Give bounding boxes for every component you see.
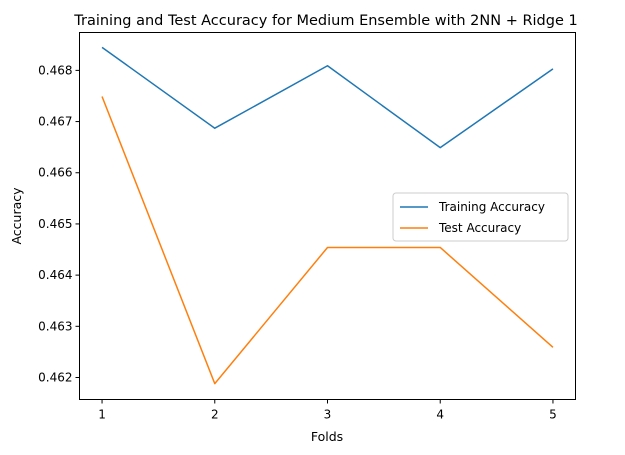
x-tick-label: 3 (324, 408, 332, 422)
y-axis-title: Accuracy (9, 187, 24, 245)
x-tick-label: 4 (436, 408, 444, 422)
x-tick-label: 2 (211, 408, 219, 422)
x-tick-label: 1 (98, 408, 106, 422)
legend-label: Test Accuracy (438, 221, 521, 235)
legend-items: Training Accuracy Test Accuracy (400, 200, 545, 235)
series-line-training-accuracy (101, 46, 554, 149)
x-tick-label: 5 (549, 408, 557, 422)
legend-label: Training Accuracy (438, 200, 545, 214)
series-layer (101, 46, 554, 385)
chart-title: Training and Test Accuracy for Medium En… (73, 13, 577, 29)
y-tick-label: 0.462 (38, 370, 72, 384)
y-tick-label: 0.468 (38, 63, 72, 77)
x-axis: 1 2 3 4 5 (98, 399, 557, 422)
y-axis: 0.462 0.463 0.464 0.465 0.466 0.467 0.468 (38, 63, 80, 384)
legend: Training Accuracy Test Accuracy (392, 192, 569, 242)
x-axis-title: Folds (311, 429, 343, 444)
y-tick-label: 0.464 (38, 268, 72, 282)
y-tick-label: 0.465 (38, 217, 72, 231)
legend-box (392, 192, 569, 242)
y-tick-label: 0.466 (38, 166, 72, 180)
y-tick-label: 0.467 (38, 115, 72, 129)
y-tick-label: 0.463 (38, 319, 72, 333)
series-line-test-accuracy (101, 96, 554, 385)
